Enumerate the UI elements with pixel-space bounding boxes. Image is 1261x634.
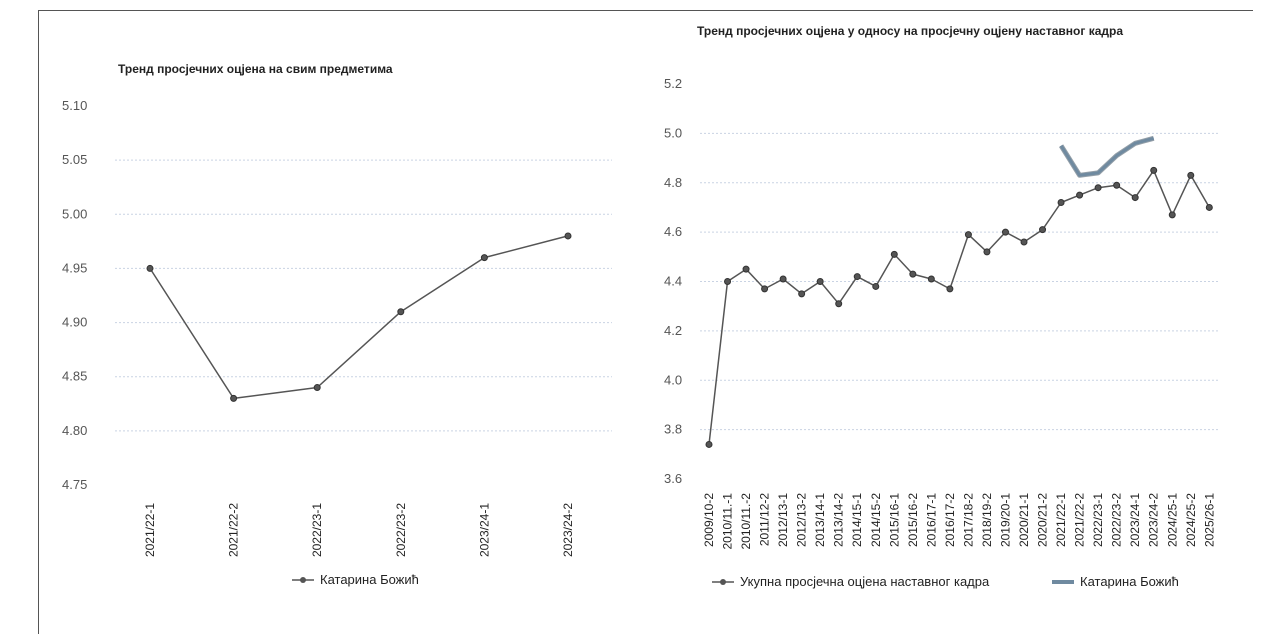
- data-point: [909, 270, 917, 278]
- y-tick-label: 4.90: [62, 315, 87, 330]
- x-tick-label: 2020/21-2: [1036, 493, 1050, 547]
- x-tick-label: 2016/17-2: [943, 493, 957, 547]
- x-tick-label: 2023/24-1: [477, 503, 491, 557]
- y-tick-label: 4.6: [664, 224, 682, 239]
- x-tick-label: 2013/14-1: [813, 493, 827, 547]
- x-tick-label: 2014/15-2: [869, 493, 883, 547]
- x-tick-label: 2022/23-2: [394, 503, 408, 557]
- x-tick-label: 2010/11.-1: [721, 493, 735, 550]
- data-point: [480, 254, 488, 262]
- legend-marker-icon: [720, 579, 726, 585]
- chart-1-title: Тренд просјечних оцјена на свим предмети…: [118, 62, 393, 76]
- x-tick-label: 2024/25-2: [1184, 493, 1198, 547]
- y-tick-label: 4.85: [62, 369, 87, 384]
- y-tick-label: 3.8: [664, 422, 682, 437]
- page-frame: [38, 10, 1253, 634]
- y-tick-label: 5.05: [62, 152, 87, 167]
- data-point: [1057, 199, 1065, 206]
- x-tick-label: 2011/12-2: [758, 493, 772, 546]
- data-point: [798, 290, 806, 298]
- x-tick-label: 2021/22-2: [1073, 493, 1087, 547]
- data-point: [313, 384, 321, 392]
- series-line: [708, 169, 1210, 445]
- x-tick-label: 2015/16-2: [906, 493, 920, 547]
- x-tick-label: 2025/26-1: [1202, 493, 1216, 547]
- x-tick-label: 2022/23-1: [310, 503, 324, 557]
- series-line: [149, 235, 569, 400]
- data-point: [853, 273, 861, 281]
- y-tick-label: 4.95: [62, 260, 87, 275]
- x-tick-label: 2012/13-2: [795, 493, 809, 547]
- x-tick-label: 2010/11.-2: [739, 493, 753, 550]
- data-point: [816, 278, 824, 285]
- data-point: [1094, 184, 1102, 192]
- data-point: [1039, 226, 1047, 234]
- data-point: [983, 248, 991, 256]
- data-point: [742, 265, 750, 273]
- x-tick-label: 2016/17-1: [924, 493, 938, 547]
- x-tick-label: 2022/23-1: [1091, 493, 1105, 547]
- data-point: [397, 308, 405, 316]
- x-tick-label: 2014/15-1: [850, 493, 864, 547]
- y-tick-label: 4.75: [62, 477, 87, 492]
- data-point: [761, 285, 769, 293]
- data-point: [779, 275, 787, 283]
- x-tick-label: 2021/22-2: [227, 503, 241, 557]
- x-tick-label: 2023/24-2: [561, 503, 575, 557]
- y-tick-label: 5.10: [62, 98, 87, 113]
- data-point: [1001, 228, 1009, 236]
- x-tick-label: 2024/25-1: [1165, 493, 1179, 547]
- legend-marker-icon: [300, 577, 306, 583]
- data-point: [890, 250, 898, 258]
- y-tick-label: 4.80: [62, 423, 87, 438]
- data-point: [946, 285, 954, 293]
- x-tick-label: 2021/22-1: [1054, 493, 1068, 547]
- data-point: [1113, 181, 1121, 189]
- series-line: [1059, 136, 1155, 177]
- data-point: [1131, 194, 1139, 202]
- y-tick-label: 4.0: [664, 372, 682, 387]
- x-tick-label: 2018/19-2: [980, 493, 994, 547]
- y-tick-label: 3.6: [664, 471, 682, 486]
- y-tick-label: 5.0: [664, 125, 682, 140]
- x-tick-label: 2019/20-1: [998, 493, 1012, 547]
- data-point: [964, 231, 972, 239]
- x-tick-label: 2023/24-2: [1147, 493, 1161, 547]
- x-tick-label: 2022/23-2: [1110, 493, 1124, 547]
- x-tick-label: 2023/24-1: [1128, 493, 1142, 547]
- x-tick-label: 2015/16-1: [887, 493, 901, 547]
- x-tick-label: 2021/22-1: [143, 503, 157, 557]
- legend-label: Укупна просјечна оцјена наставног кадра: [740, 574, 990, 589]
- data-point: [705, 440, 713, 448]
- data-point: [564, 232, 572, 240]
- data-point: [1187, 171, 1195, 179]
- legend-label: Катарина Божић: [1080, 574, 1179, 589]
- y-tick-label: 5.00: [62, 206, 87, 221]
- data-point: [1168, 211, 1176, 219]
- y-tick-label: 5.2: [664, 76, 682, 91]
- data-point: [146, 264, 154, 272]
- data-point: [872, 282, 880, 290]
- data-point: [1020, 238, 1028, 246]
- legend-label: Катарина Божић: [320, 572, 419, 587]
- data-point: [1205, 203, 1213, 211]
- data-point: [230, 394, 238, 402]
- data-point: [927, 275, 935, 283]
- data-point: [724, 278, 732, 285]
- chart-1-average-grades-trend: 5.10 5.05 5.00 4.95 4.90 4.85 4.80 4.75 2021/22-…: [62, 98, 612, 587]
- data-point: [1150, 166, 1158, 174]
- y-tick-label: 4.8: [664, 175, 682, 190]
- x-tick-label: 2013/14-2: [832, 493, 846, 547]
- x-tick-label: 2017/18-2: [961, 493, 975, 547]
- x-tick-label: 2009/10-2: [702, 493, 716, 547]
- x-tick-label: 2012/13-1: [776, 493, 790, 547]
- y-tick-label: 4.4: [664, 274, 682, 289]
- chart-2-title: Тренд просјечних оцјена у односу на прос…: [697, 24, 1123, 38]
- y-tick-label: 4.2: [664, 323, 682, 338]
- x-tick-label: 2020/21-1: [1017, 493, 1031, 547]
- data-point: [835, 300, 843, 308]
- data-point: [1076, 191, 1084, 199]
